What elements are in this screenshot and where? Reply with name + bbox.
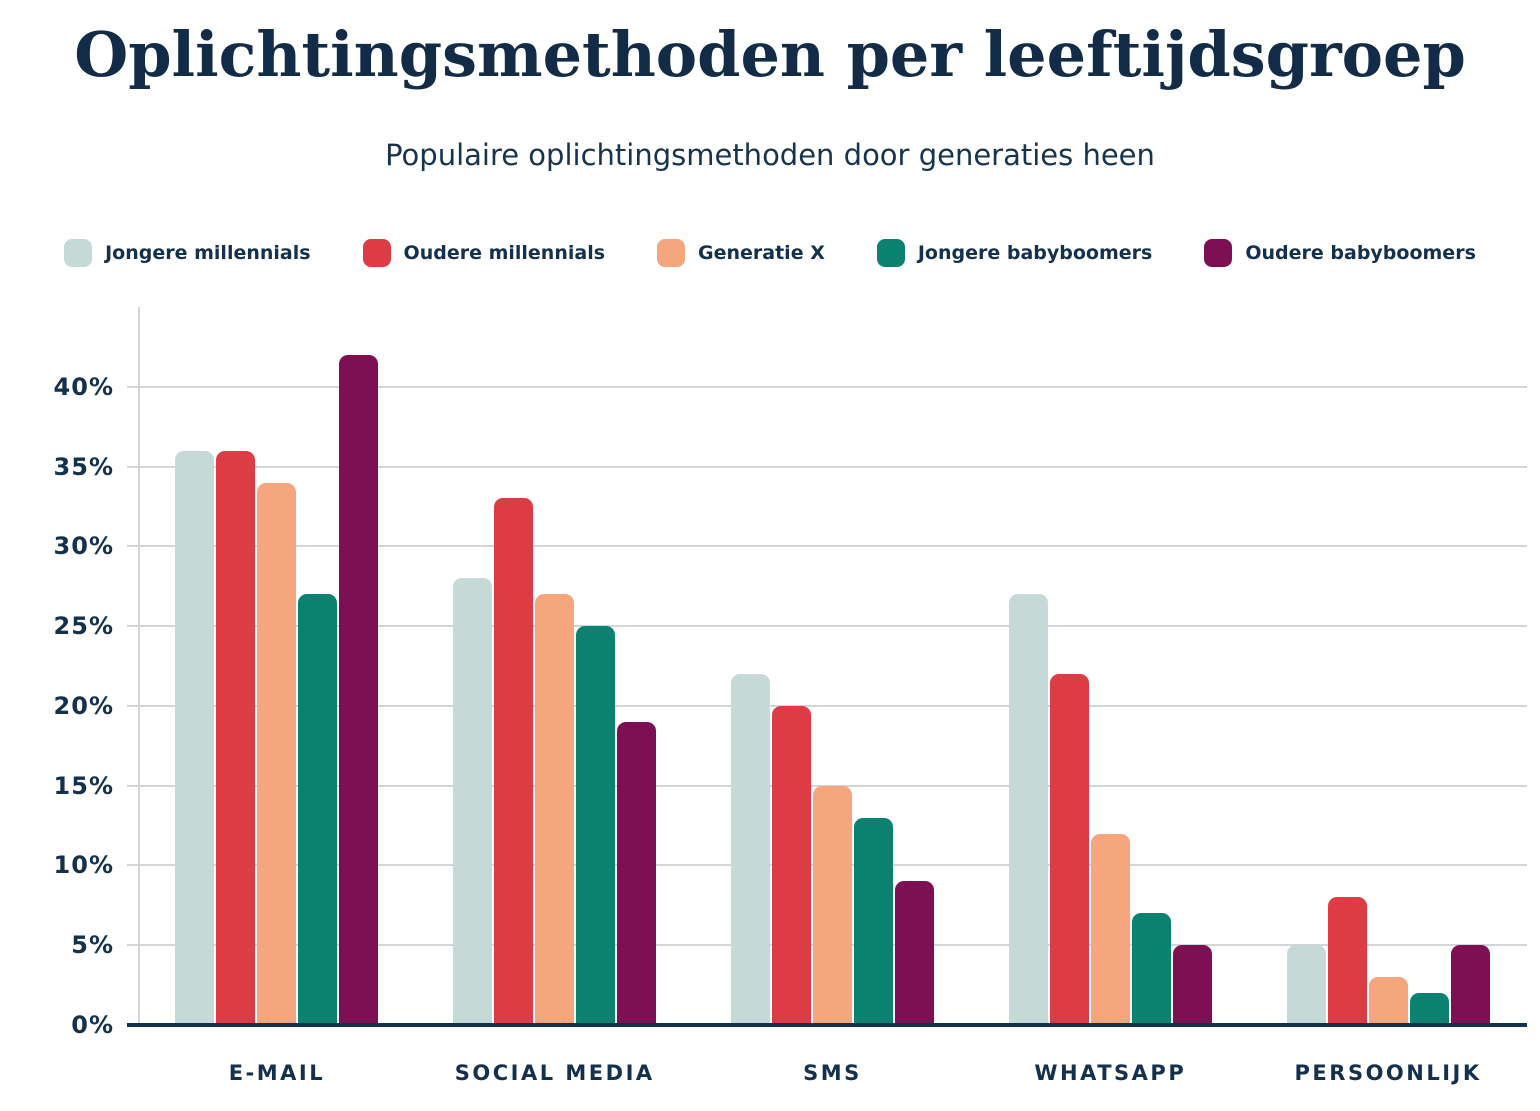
bar: [1131, 913, 1171, 1025]
y-axis-label: 25%: [53, 612, 114, 641]
bar: [1090, 833, 1130, 1025]
legend-label: Oudere babyboomers: [1245, 242, 1476, 264]
legend-swatch-icon: [1204, 239, 1233, 267]
legend-swatch-icon: [362, 239, 391, 267]
legend-item: Jongere babyboomers: [876, 239, 1153, 267]
y-axis-tick: [127, 385, 138, 388]
y-axis-tick: [127, 944, 138, 947]
bar: [494, 498, 534, 1025]
y-axis-tick: [127, 704, 138, 707]
gridline: [138, 465, 1527, 468]
bar: [1409, 993, 1449, 1025]
bar-group: E-MAIL: [138, 307, 416, 1085]
bar: [257, 482, 297, 1025]
y-axis-tick: [127, 864, 138, 867]
x-axis-category-label: SMS: [803, 1061, 862, 1085]
legend-swatch-icon: [876, 239, 905, 267]
bar: [1172, 945, 1212, 1025]
gridline: [138, 385, 1527, 388]
x-axis-category-label: E-MAIL: [228, 1061, 326, 1085]
y-axis-label: 0%: [71, 1011, 114, 1039]
bar: [453, 578, 493, 1025]
bar: [216, 450, 256, 1025]
legend-swatch-icon: [64, 239, 93, 267]
legend-label: Generatie X: [698, 242, 825, 264]
bar: [576, 626, 616, 1025]
x-axis-category-label: PERSOONLIJK: [1294, 1061, 1482, 1085]
y-axis-label: 10%: [53, 851, 114, 880]
bar: [535, 594, 575, 1025]
plot-area: E-MAIL SOCIAL MEDIA SMS WHATSAPP PERSOONLIJK…: [54, 307, 1527, 1085]
bar: [894, 881, 934, 1025]
bar: [812, 785, 852, 1025]
bar-groups: E-MAIL SOCIAL MEDIA SMS WHATSAPP PERSOONLIJK: [138, 307, 1527, 1085]
x-axis-category-label: WHATSAPP: [1034, 1061, 1187, 1085]
y-axis-label: 5%: [71, 931, 114, 960]
y-axis-label: 35%: [53, 452, 114, 481]
gridline: [138, 545, 1527, 548]
bar: [339, 354, 379, 1025]
legend-label: Oudere millennials: [403, 242, 606, 264]
bar: [175, 450, 215, 1025]
bar: [1049, 673, 1089, 1025]
legend-swatch-icon: [657, 239, 686, 267]
legend-item: Oudere millennials: [362, 239, 606, 267]
bar: [617, 721, 657, 1025]
legend-label: Jongere millennials: [105, 242, 311, 264]
legend: Jongere millennials Oudere millennials Gen…: [0, 239, 1540, 267]
legend-item: Jongere millennials: [64, 239, 311, 267]
y-axis-line: [138, 307, 140, 1025]
x-axis-category-label: SOCIAL MEDIA: [454, 1061, 655, 1085]
y-axis-tick: [127, 465, 138, 468]
legend-label: Jongere babyboomers: [917, 242, 1153, 264]
y-axis-tick: [127, 545, 138, 548]
y-axis-tick: [127, 625, 138, 628]
bar-group: SOCIAL MEDIA: [416, 307, 694, 1085]
bar: [1368, 977, 1408, 1025]
bar: [1286, 945, 1326, 1025]
bar-group: SMS: [694, 307, 972, 1085]
legend-item: Oudere babyboomers: [1204, 239, 1476, 267]
gridline: [138, 625, 1527, 628]
x-axis-line: [127, 1023, 1527, 1027]
y-axis-label: 40%: [53, 372, 114, 401]
y-axis-label: 15%: [53, 771, 114, 800]
bar: [298, 594, 338, 1025]
bar: [771, 705, 811, 1025]
bar-group: PERSOONLIJK: [1249, 307, 1527, 1085]
gridline: [138, 704, 1527, 707]
y-axis-label: 30%: [53, 532, 114, 561]
legend-item: Generatie X: [657, 239, 825, 267]
bar: [730, 673, 770, 1025]
chart-subtitle: Populaire oplichtingsmethoden door gener…: [385, 138, 1155, 172]
bar: [1008, 594, 1048, 1025]
bar: [1450, 945, 1490, 1025]
chart-title: Oplichtingsmethoden per leeftijdsgroep: [74, 18, 1466, 91]
y-axis-tick: [127, 784, 138, 787]
bar: [853, 817, 893, 1025]
bar-group: WHATSAPP: [971, 307, 1249, 1085]
y-axis-label: 20%: [53, 691, 114, 720]
bar: [1327, 897, 1367, 1025]
